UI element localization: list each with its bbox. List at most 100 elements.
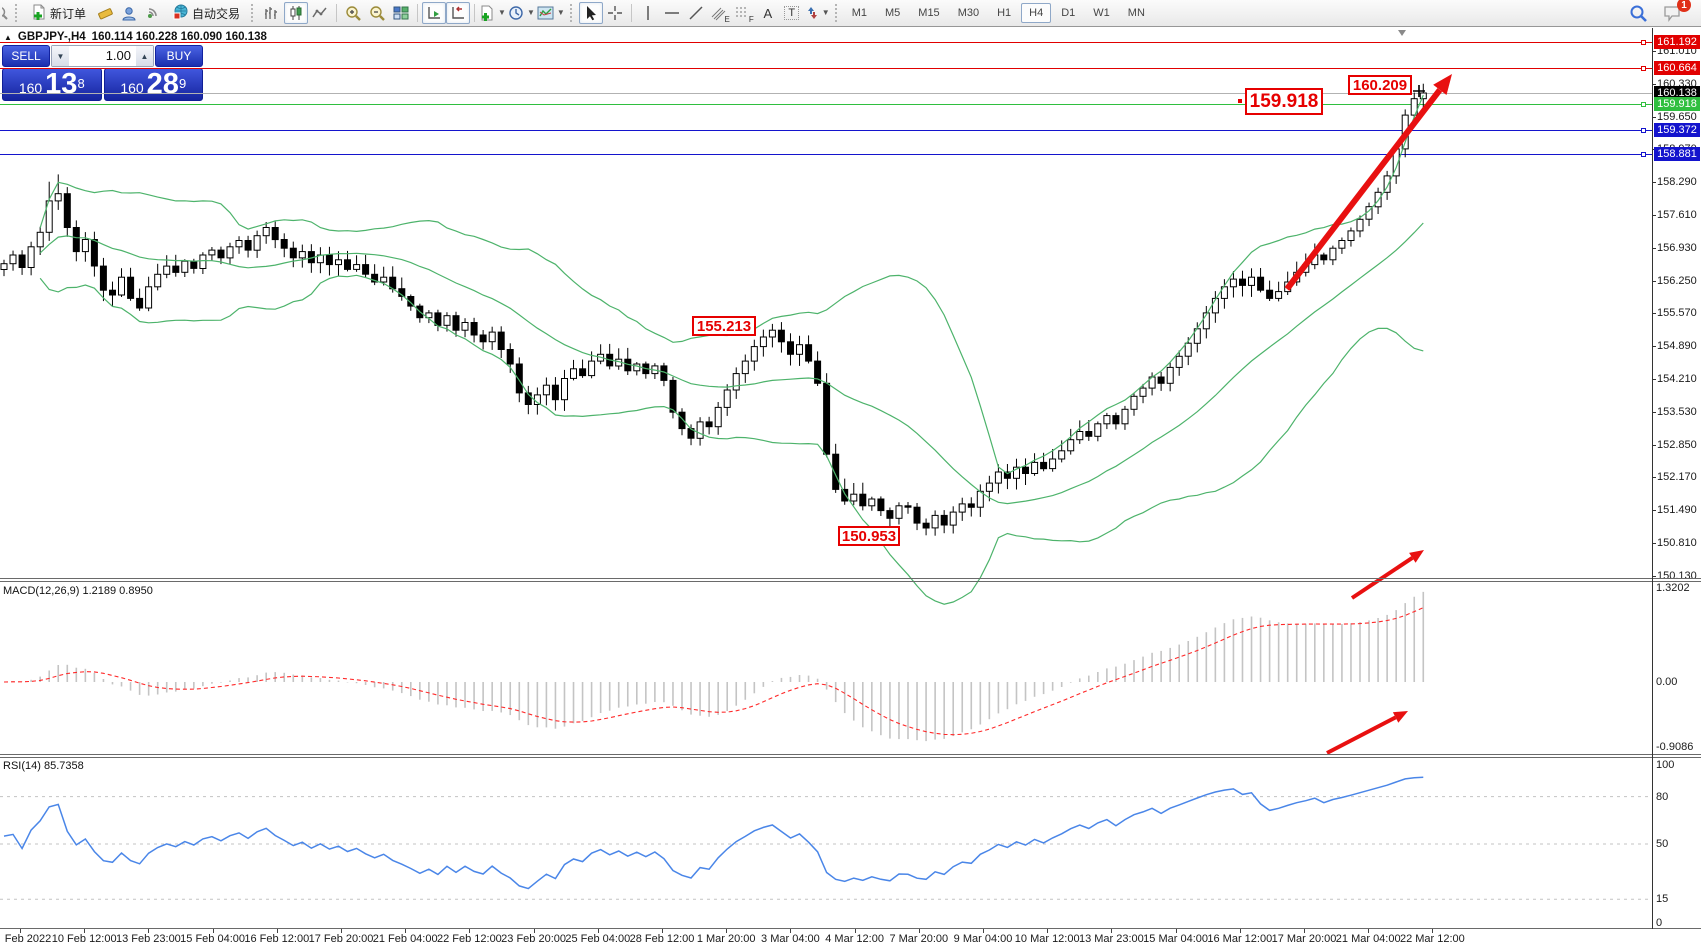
candle-body (597, 353, 605, 362)
price-badge: 160.138 (1654, 86, 1700, 100)
buy-button[interactable]: BUY (155, 45, 203, 67)
buy-price-prefix: 160 (120, 80, 144, 96)
axis-tick-label: 156.250 (1657, 274, 1697, 287)
line-chart-button[interactable] (308, 2, 332, 24)
price-annotation[interactable]: 159.918 (1245, 88, 1323, 115)
price-annotation[interactable]: 160.209 (1348, 75, 1412, 95)
candle-body (1148, 376, 1156, 389)
search-button[interactable] (1627, 2, 1651, 24)
label-tool-button[interactable]: T (780, 2, 804, 24)
timeframe-button-mn[interactable]: MN (1127, 7, 1145, 19)
time-axis-label: 25 Feb 04:00 (565, 933, 631, 945)
sell-price-button[interactable]: 160 13 8 (2, 68, 102, 101)
sell-button[interactable]: SELL (2, 45, 50, 67)
price-level-line[interactable] (0, 93, 1652, 94)
timeframe-button-m15[interactable]: M15 (918, 7, 940, 19)
buy-price-button[interactable]: 160 28 9 (103, 68, 203, 101)
zoom-out-button[interactable] (365, 2, 389, 24)
panel-splitter[interactable] (0, 581, 1701, 582)
timeframe-button-m30[interactable]: M30 (957, 7, 980, 19)
arrows-tool-button[interactable]: ▼ (804, 2, 831, 24)
time-axis-label: 15 Mar 04:00 (1143, 933, 1209, 945)
level-line-handle[interactable] (1641, 65, 1646, 71)
candle-body (1211, 297, 1219, 314)
candle-body (777, 329, 785, 343)
trendline-tool-button[interactable] (684, 2, 708, 24)
candle-body (642, 363, 650, 375)
candlestick-chart-button[interactable] (284, 2, 309, 24)
candle-body (1374, 191, 1382, 208)
price-annotation[interactable]: 150.953 (838, 526, 900, 546)
indicators-button[interactable]: ▼ (479, 2, 507, 24)
horizontal-line-tool-button[interactable] (660, 2, 684, 24)
timeframe-button-h4[interactable]: H4 (1021, 3, 1052, 23)
autotrading-button[interactable]: 自动交易 (165, 2, 247, 24)
timeframe-button-m1[interactable]: M1 (851, 7, 867, 19)
new-order-button[interactable]: 新订单 (24, 2, 93, 24)
chat-button[interactable]: 1 (1661, 0, 1691, 24)
timeframe-button-m5[interactable]: M5 (885, 7, 901, 19)
candle-body (1040, 461, 1048, 470)
candle-body (298, 251, 306, 259)
level-line-handle[interactable] (1641, 127, 1646, 133)
candle-body (172, 265, 180, 273)
price-annotation[interactable]: 155.213 (692, 316, 756, 336)
axis-tick (1652, 83, 1656, 85)
price-level-line[interactable] (0, 42, 1652, 44)
vertical-line-tool-button[interactable] (636, 2, 660, 24)
level-line-handle[interactable] (1641, 40, 1646, 46)
equidistant-channel-tool-button[interactable]: E (708, 2, 732, 24)
cursor-tool-button[interactable] (578, 2, 603, 24)
axis-tick (1652, 510, 1656, 512)
bar-chart-button[interactable] (260, 2, 284, 24)
candle-body (606, 353, 614, 367)
periods-button[interactable]: ▼ (507, 2, 536, 24)
zoom-in-button[interactable] (341, 2, 365, 24)
tile-windows-button[interactable] (389, 2, 413, 24)
panel-splitter[interactable] (0, 757, 1701, 758)
axis-tick-label: 150.130 (1657, 569, 1697, 582)
profile-button[interactable] (117, 2, 141, 24)
price-level-line[interactable] (0, 153, 1652, 155)
candle-body (244, 240, 252, 251)
trend-arrow-head (1409, 550, 1424, 563)
axis-tick-label: 150.810 (1657, 536, 1697, 549)
volume-decrease-button[interactable]: ▼ (52, 46, 69, 66)
marker-button[interactable] (93, 2, 117, 24)
autotrading-label: 自动交易 (192, 6, 241, 21)
volume-increase-button[interactable]: ▲ (136, 46, 153, 66)
candle-body (814, 360, 822, 384)
axis-tick-label: 154.210 (1657, 372, 1697, 385)
price-level-line[interactable] (0, 129, 1652, 131)
time-axis-label: 17 Feb 20:00 (308, 933, 374, 945)
candle-body (1067, 439, 1075, 452)
fibonacci-tool-button[interactable]: F (732, 2, 756, 24)
time-axis-label: 28 Feb 12:00 (629, 933, 695, 945)
auto-scroll-button[interactable] (422, 2, 447, 24)
chart-shift-button[interactable] (446, 2, 471, 24)
timeframe-button-h1[interactable]: H1 (997, 7, 1012, 19)
axis-tick (1652, 444, 1656, 446)
annotation-handle (1238, 99, 1242, 103)
level-line-handle[interactable] (1641, 151, 1646, 157)
panel-splitter[interactable] (0, 578, 1701, 579)
templates-button[interactable]: ▼ (536, 2, 566, 24)
price-level-line[interactable] (0, 103, 1652, 105)
panel-splitter[interactable] (0, 754, 1701, 755)
candle-body (1121, 408, 1129, 425)
candle-body (759, 336, 767, 348)
candle-body (741, 360, 749, 375)
level-line-handle[interactable] (1641, 101, 1646, 107)
timeframe-button-d1[interactable]: D1 (1061, 7, 1076, 19)
volume-input[interactable]: 1.00 (105, 48, 131, 63)
candle-body (136, 297, 144, 309)
crosshair-tool-button[interactable] (603, 2, 627, 24)
label-tool-letter: T (784, 6, 800, 20)
text-tool-button[interactable]: A (756, 2, 780, 24)
time-axis-label: 1 Mar 20:00 (696, 933, 756, 945)
timeframe-button-w1[interactable]: W1 (1093, 7, 1110, 19)
signal-button[interactable] (141, 2, 165, 24)
price-level-line[interactable] (0, 67, 1652, 69)
